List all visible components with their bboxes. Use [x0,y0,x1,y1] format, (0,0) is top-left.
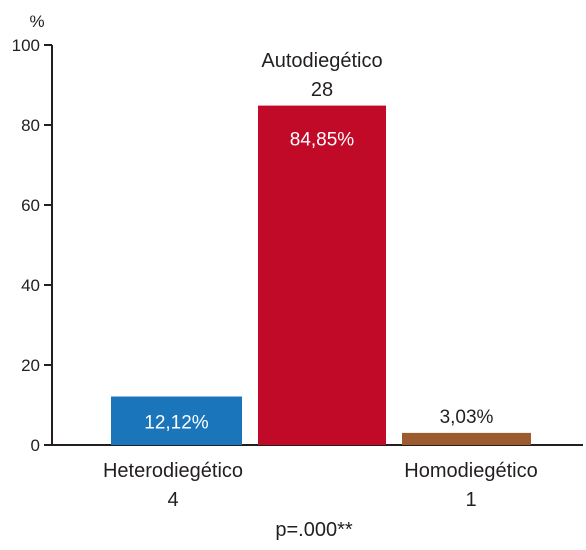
bar-value-label: 84,85% [290,130,355,151]
bar-value-label: 3,03% [440,407,494,428]
category-label: Homodiegético [404,460,537,482]
y-tick-label: 20 [21,356,40,375]
bar-value-label: 12,12% [144,413,209,434]
bar-heterodiegético [111,396,242,445]
y-tick-label: 100 [12,36,40,55]
category-count: 28 [311,79,333,101]
category-label: Heterodiegético [103,460,243,482]
y-tick-label: 60 [21,196,40,215]
significance-annotation: p=.000** [275,519,353,541]
y-tick-label: 80 [21,116,40,135]
bar-homodiegético [402,432,531,445]
category-count: 4 [167,489,178,511]
y-tick-label: 40 [21,276,40,295]
y-tick-label: 0 [31,436,40,455]
y-axis-label: % [29,12,44,31]
bar-autodiegético [258,105,386,445]
category-count: 1 [465,489,476,511]
category-label: Autodiegético [261,50,382,72]
